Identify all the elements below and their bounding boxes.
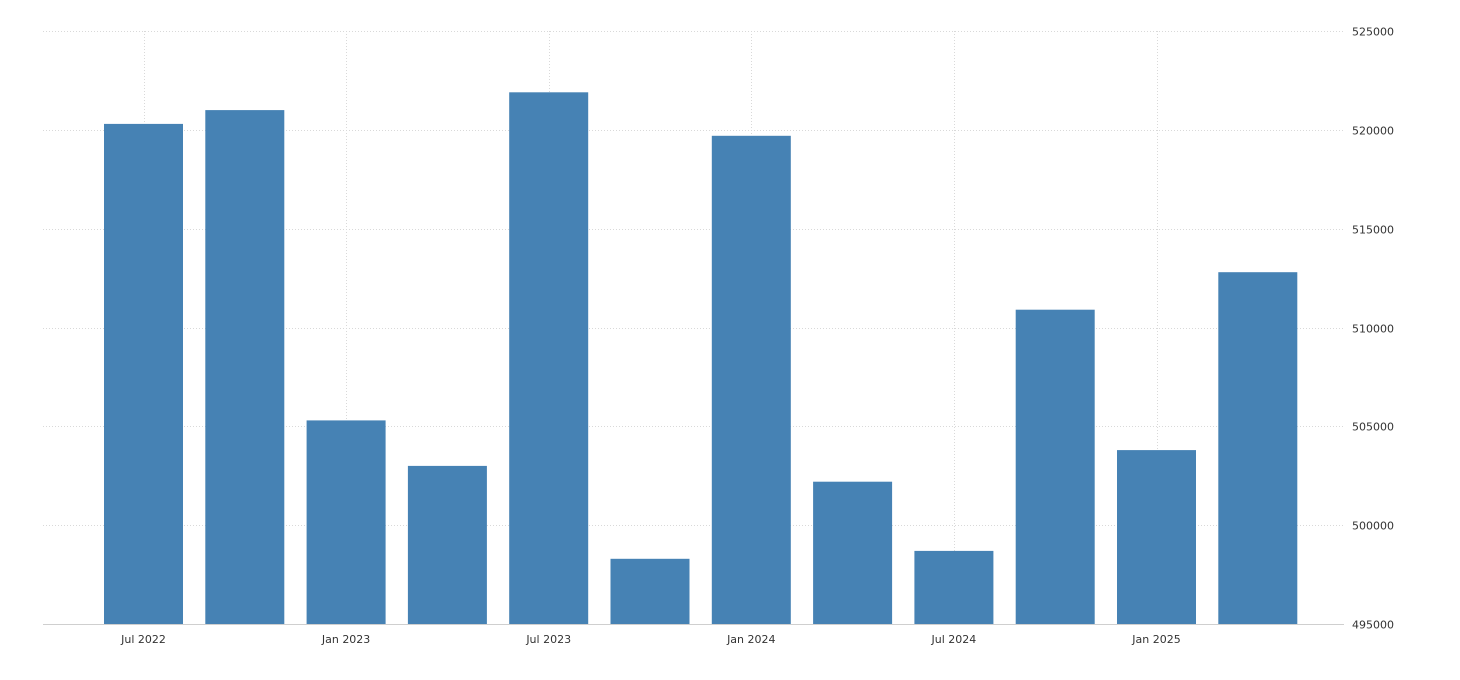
y-axis-labels: 495000 500000 505000 510000 515000 520000 5250… [1352,26,1394,632]
bar-2024-01[interactable] [711,135,791,625]
bars [104,92,1298,625]
x-tick-label: Jul 2023 [525,633,571,646]
x-tick-label: Jul 2024 [931,633,977,646]
bar-2025-04[interactable] [1218,272,1298,624]
bar-2024-04[interactable] [813,481,893,624]
bar-2025-01[interactable] [1117,450,1196,624]
bar-2024-07[interactable] [914,550,994,624]
bar-2022-10[interactable] [205,110,285,625]
x-tick-label: Jul 2022 [120,633,166,646]
y-tick-label: 495000 [1352,619,1394,632]
bar-2023-10[interactable] [610,558,690,624]
y-tick-label: 500000 [1352,520,1394,533]
y-tick-label: 510000 [1352,323,1394,336]
bar-2023-01[interactable] [306,420,386,624]
y-tick-label: 505000 [1352,421,1394,434]
x-axis-labels: Jul 2022 Jan 2023 Jul 2023 Jan 2024 Jul 2024… [120,633,1181,646]
y-tick-label: 520000 [1352,125,1394,138]
x-tick-label: Jan 2024 [726,633,775,646]
y-tick-label: 525000 [1352,26,1394,39]
bar-2023-07[interactable] [509,92,589,625]
bar-2024-10[interactable] [1015,309,1095,624]
x-tick-label: Jan 2023 [321,633,370,646]
y-tick-label: 515000 [1352,224,1394,237]
bar-2022-07[interactable] [104,123,183,625]
bar-2023-04[interactable] [407,465,487,624]
x-tick-label: Jan 2025 [1131,633,1180,646]
